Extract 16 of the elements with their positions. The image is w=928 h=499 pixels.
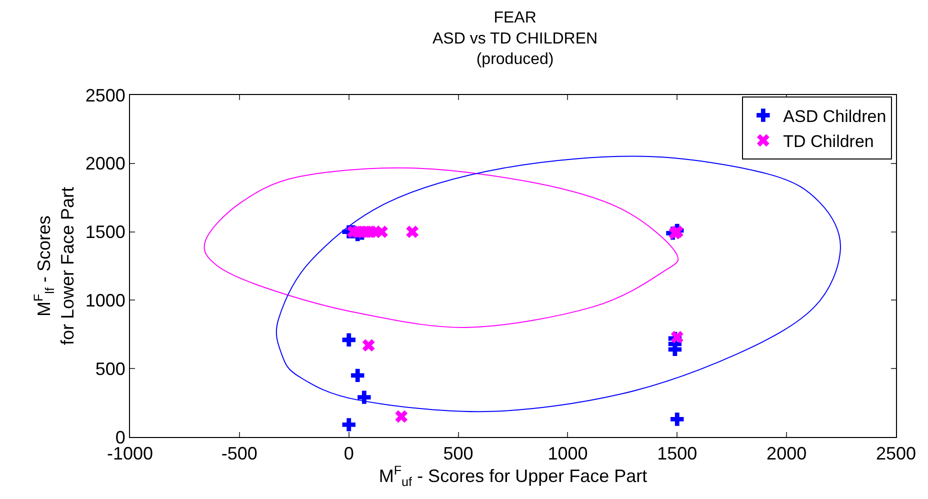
y-tick-label: 1500 (85, 222, 126, 242)
y-tick-label: 1000 (85, 290, 126, 310)
y-tick-label: 2500 (85, 85, 126, 106)
y-tick-label: 500 (95, 358, 126, 379)
legend-label: TD Children (783, 132, 874, 151)
legend-label: ASD Children (783, 106, 886, 126)
x-tick-label: 1500 (657, 444, 698, 464)
x-axis-title: M$^{F}$$_{uf}$ - Scores for Upper Face Part (378, 464, 648, 489)
x-tick-label: -500 (221, 444, 258, 464)
x-tick-label: 0 (344, 444, 354, 464)
x-tick-label: 1000 (548, 444, 588, 464)
x-tick-label: 2000 (766, 444, 807, 464)
y-tick-label: 2000 (85, 154, 126, 174)
chart-title: FEAR ASD vs TD CHILDREN (produced) (432, 9, 598, 68)
x-tick-label: 2500 (876, 444, 916, 464)
x-tick-label: 500 (443, 444, 474, 464)
